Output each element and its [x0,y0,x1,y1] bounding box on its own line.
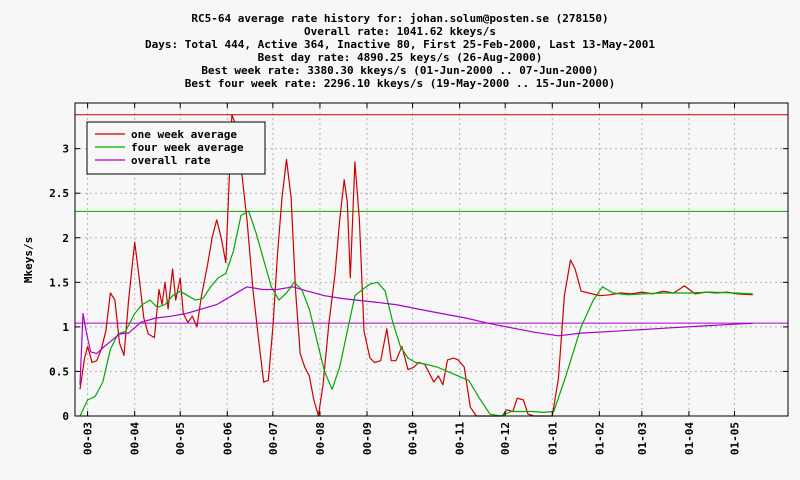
x-tick-label: 01-03 [636,422,649,455]
x-tick-label: 00-09 [361,422,374,455]
y-tick-label: 2 [62,232,69,245]
x-tick-label: 00-06 [221,422,234,455]
best-four-week-line: Best four week rate: 2296.10 kkeys/s (19… [184,77,616,90]
y-tick-label: 2.5 [49,187,69,200]
x-tick-label: 00-05 [174,422,187,455]
legend-box [86,121,266,175]
y-tick-label: 0.5 [49,365,69,378]
x-tick-label: 00-10 [407,422,420,455]
grid [75,103,788,416]
reference-lines [75,114,788,324]
x-tick-label: 01-02 [593,422,606,455]
best-week-line: Best week rate: 3380.30 kkeys/s (01-Jun-… [201,64,599,77]
legend-entry: one week average [131,128,237,141]
one-week-average-line [79,114,753,417]
overall-rate-line [79,286,753,385]
y-tick-label: 0 [62,410,69,423]
y-tick-label: 1.5 [49,276,69,289]
four-week-average-line [79,210,753,417]
days-summary-line: Days: Total 444, Active 364, Inactive 80… [145,38,655,51]
y-tick-label: 3 [62,143,69,156]
x-tick-label: 00-12 [499,422,512,455]
legend-entry: overall rate [131,154,211,167]
y-axis-ticks: 0 0.5 1 1.5 2 2.5 3 [49,143,788,423]
x-tick-label: 00-04 [129,422,142,455]
series-lines [79,114,753,417]
x-tick-label: 00-08 [314,422,327,455]
y-axis-label: Mkeys/s [22,237,35,283]
x-tick-label: 00-03 [82,422,95,455]
plot-frame [74,102,789,417]
y-tick-label: 1 [62,321,69,334]
x-tick-label: 01-01 [546,422,559,455]
x-tick-label: 01-05 [729,422,742,455]
x-tick-label: 01-04 [683,422,696,455]
overall-rate-line: Overall rate: 1041.62 kkeys/s [303,25,497,38]
x-tick-label: 00-11 [454,422,467,455]
chart-title: RC5-64 average rate history for: johan.s… [191,12,609,25]
x-tick-label: 00-07 [267,422,280,455]
legend-entry: four week average [131,141,244,154]
best-day-line: Best day rate: 4890.25 keys/s (26-Aug-20… [257,51,543,64]
x-axis-ticks: 00-03 00-04 00-05 00-06 00-07 00-08 00-09 00-10… [82,103,742,455]
